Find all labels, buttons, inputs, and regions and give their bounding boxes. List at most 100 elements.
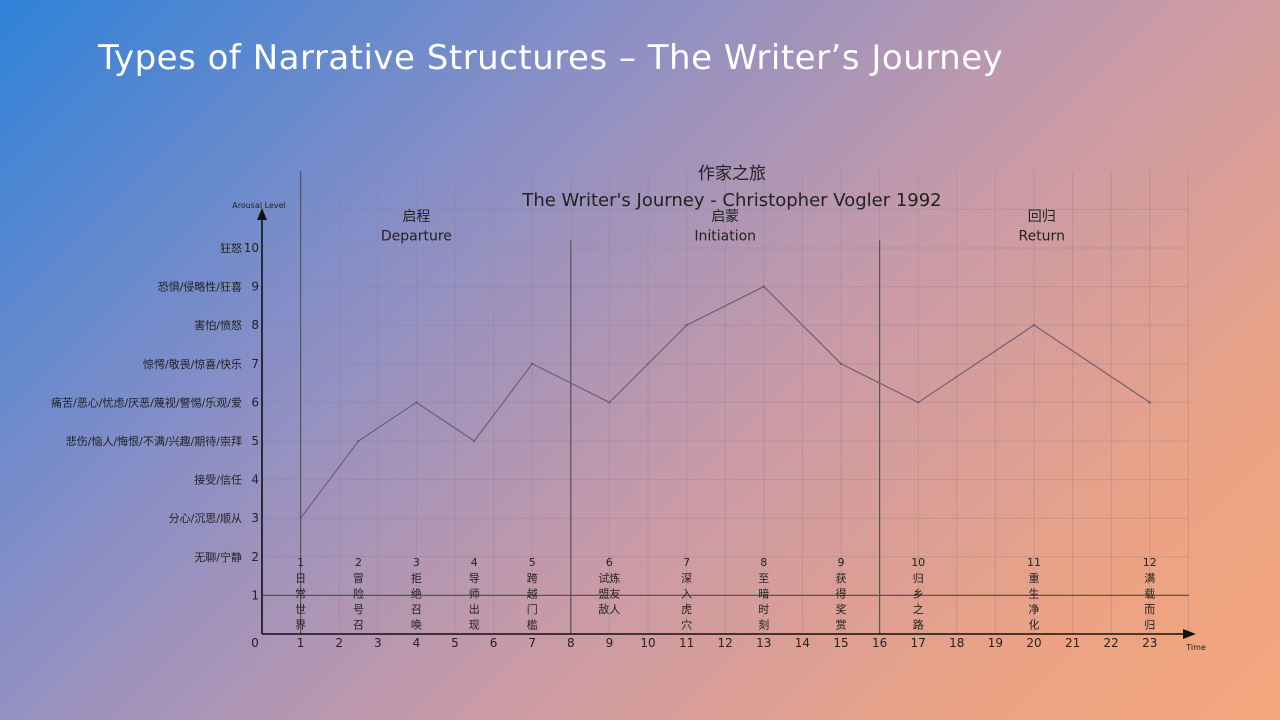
data-point xyxy=(608,401,611,404)
stage-label-char: 跨 xyxy=(527,572,538,585)
stage-label-char: 拒 xyxy=(411,572,422,585)
stage-number: 9 xyxy=(838,556,845,569)
y-tick-emotion-label: 悲伤/恼人/悔恨/不满/兴趣/期待/崇拜 xyxy=(66,434,242,448)
y-tick-emotion-label: 害怕/愤怒 xyxy=(194,318,242,332)
stage-label-char: 导 xyxy=(469,572,480,585)
stage-label-char: 日 xyxy=(295,572,306,585)
stage-label-char: 险 xyxy=(353,587,364,601)
y-tick-emotion-label: 分心/沉思/顺从 xyxy=(169,512,242,525)
x-axis-arrow xyxy=(1183,629,1196,639)
data-point xyxy=(839,362,843,365)
series-line xyxy=(299,285,1152,520)
y-tick-emotion-label: 恐惧/侵略性/狂喜 xyxy=(158,280,242,294)
x-tick-label: 18 xyxy=(949,636,964,650)
x-tick-label: 0 xyxy=(251,636,259,650)
x-tick-label: 15 xyxy=(833,636,848,650)
stage-label-char: 而 xyxy=(1144,603,1155,616)
data-point xyxy=(357,439,360,443)
x-tick-label: 4 xyxy=(413,636,421,650)
x-tick-label: 20 xyxy=(1026,636,1041,650)
y-tick-value: 1 xyxy=(251,588,259,602)
stage-label-char: 召 xyxy=(411,603,422,616)
chart-axes xyxy=(257,208,1196,639)
data-point xyxy=(299,517,302,520)
stage-number: 8 xyxy=(760,556,767,569)
x-axis-label: Time xyxy=(1185,643,1206,652)
y-axis-arrow xyxy=(257,208,267,220)
stage-label-char: 门 xyxy=(527,602,538,616)
y-tick-value: 6 xyxy=(251,395,259,409)
stage-number: 3 xyxy=(413,556,420,569)
x-tick-label: 16 xyxy=(872,636,887,650)
slide-title: Types of Narrative Structures – The Writ… xyxy=(98,38,1004,78)
stage-label-char: 至 xyxy=(758,572,769,585)
stage-number: 5 xyxy=(529,556,536,569)
stage-number: 12 xyxy=(1143,556,1157,569)
stage-label-char: 敌人 xyxy=(598,602,620,616)
x-tick-label: 12 xyxy=(718,636,733,650)
data-point xyxy=(1032,324,1036,327)
data-point xyxy=(685,324,688,327)
phase-label-cn: 启程 xyxy=(402,209,430,225)
y-tick-value: 5 xyxy=(251,434,259,448)
x-tick-label: 21 xyxy=(1065,636,1080,650)
stage-label-char: 穴 xyxy=(681,618,692,632)
phase-labels: 启程 Departure 启蒙 Initiation 回归 Return xyxy=(381,208,1065,244)
x-tick-label: 1 xyxy=(297,636,305,650)
y-tick-value: 2 xyxy=(251,550,259,564)
stage-label-char: 号 xyxy=(353,603,364,616)
phase-label-cn: 回归 xyxy=(1028,208,1056,225)
stage-label-char: 获 xyxy=(836,572,847,585)
y-tick-emotion-label: 无聊/宁静 xyxy=(194,550,242,564)
stage-number: 1 xyxy=(297,556,304,569)
phase-label-en: Return xyxy=(1018,228,1064,244)
x-tick-label: 3 xyxy=(374,636,382,650)
stage-number: 11 xyxy=(1027,556,1041,569)
y-tick-value: 7 xyxy=(251,357,259,371)
stage-label-char: 越 xyxy=(527,587,538,601)
y-tick-emotion-label: 惊愕/敬畏/惊喜/快乐 xyxy=(143,357,242,371)
stage-label-char: 奖 xyxy=(836,602,847,616)
stage-label-char: 时 xyxy=(758,603,769,616)
phase-label-cn: 启蒙 xyxy=(711,209,739,225)
stage-label-char: 深 xyxy=(681,572,692,585)
x-tick-label: 10 xyxy=(640,636,655,650)
x-tick-label: 23 xyxy=(1142,636,1157,650)
stage-number: 7 xyxy=(683,556,690,569)
y-axis-label: Arousal Level xyxy=(232,201,286,210)
y-tick-value: 10 xyxy=(244,241,259,255)
y-tick-value: 4 xyxy=(251,473,259,487)
x-tick-label: 11 xyxy=(679,636,694,650)
stage-label-char: 绝 xyxy=(411,587,422,601)
stage-number: 2 xyxy=(355,556,362,569)
x-tick-label: 7 xyxy=(528,636,536,650)
arousal-series-line xyxy=(300,285,1151,519)
stage-label-char: 载 xyxy=(1144,588,1155,601)
stage-label-char: 重 xyxy=(1029,571,1040,585)
data-point xyxy=(762,285,765,288)
stage-label-char: 召 xyxy=(353,619,364,632)
stage-label-char: 之 xyxy=(913,602,924,616)
y-tick-value: 8 xyxy=(251,318,259,332)
stage-label-char: 刻 xyxy=(758,618,769,632)
y-tick-emotion-label: 接受/信任 xyxy=(194,474,242,487)
stage-label-char: 出 xyxy=(469,602,480,616)
phase-label-en: Initiation xyxy=(694,228,756,244)
stage-label-char: 冒 xyxy=(353,572,364,585)
stage-label-char: 满 xyxy=(1144,572,1155,585)
y-tick-value: 3 xyxy=(251,511,259,525)
stage-label-char: 得 xyxy=(836,588,847,601)
data-point xyxy=(473,439,476,443)
stage-label-char: 唤 xyxy=(411,618,422,632)
stage-label-char: 赏 xyxy=(836,619,847,632)
stage-label-char: 槛 xyxy=(527,618,538,632)
stage-label-char: 归 xyxy=(913,571,924,585)
y-tick-emotion-label: 狂怒 xyxy=(220,241,242,255)
stage-label-char: 暗 xyxy=(758,587,769,601)
x-tick-label: 2 xyxy=(335,636,343,650)
stage-label-char: 路 xyxy=(913,619,924,632)
stage-label-char: 虎 xyxy=(681,603,692,616)
stage-number: 6 xyxy=(606,556,613,569)
stage-label-char: 界 xyxy=(295,619,306,632)
